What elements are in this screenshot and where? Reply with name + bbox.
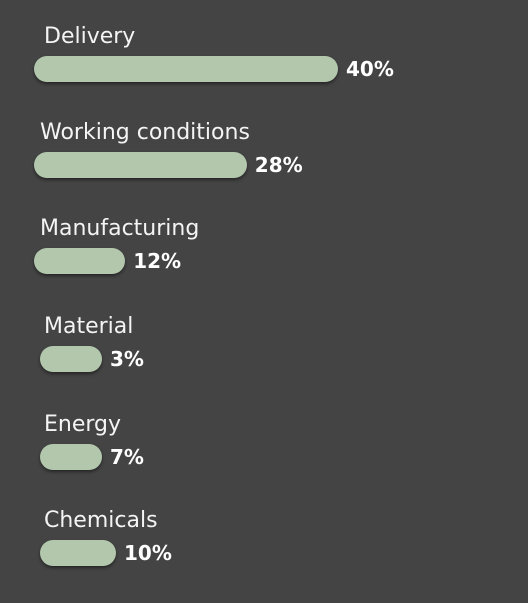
bar-row: Chemicals 10% [0,508,528,578]
category-label: Working conditions [40,120,250,145]
bar [34,152,247,178]
category-label: Chemicals [44,508,158,533]
bar [34,56,338,82]
category-label: Manufacturing [40,216,200,241]
bar [34,248,126,274]
bar-row: Energy 7% [0,412,528,482]
category-label: Delivery [44,24,136,49]
value-label: 3% [110,347,144,371]
value-label: 40% [346,57,394,81]
value-label: 28% [254,153,303,177]
bar-row: Material 3% [0,314,528,384]
value-label: 10% [124,541,172,565]
category-label: Energy [44,412,122,437]
bar-row: Working conditions 28% [0,120,528,190]
bar [40,540,116,566]
bar-row: Delivery 40% [0,24,528,94]
bar [40,346,102,372]
value-label: 12% [133,249,182,273]
category-label: Material [44,314,134,339]
bar-row: Manufacturing 12% [0,216,528,286]
value-label: 7% [110,445,144,469]
bar [40,444,102,470]
